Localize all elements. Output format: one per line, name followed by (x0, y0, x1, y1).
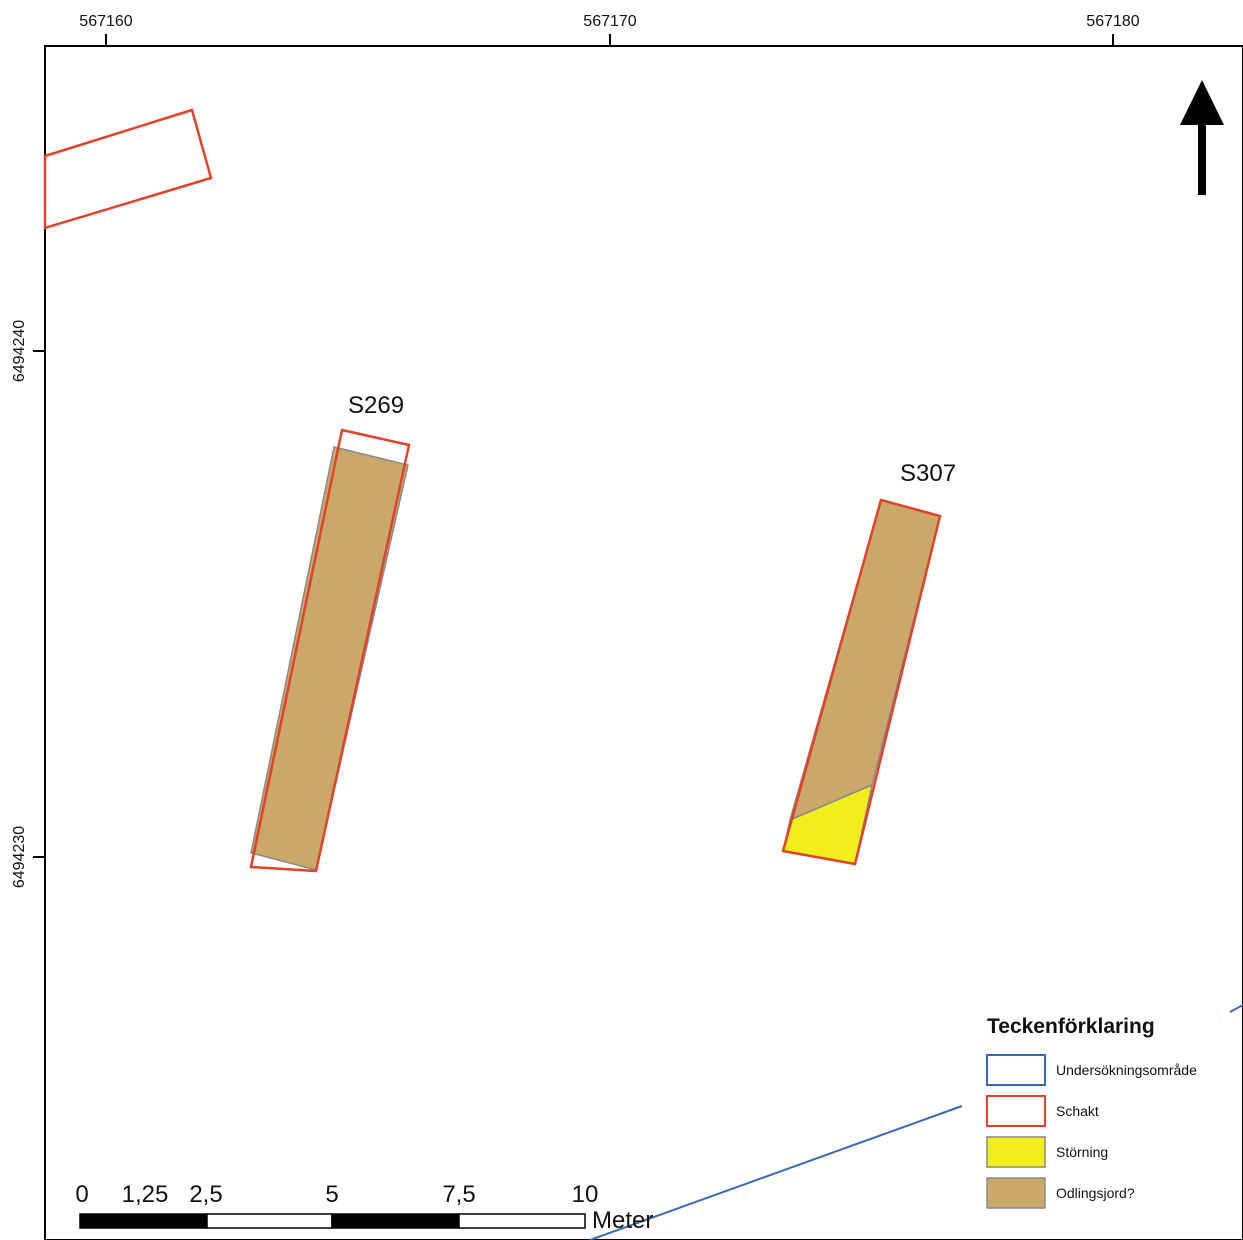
scale-unit: Meter (592, 1207, 653, 1234)
legend-label: Störning (1056, 1144, 1108, 1160)
northing-label: 6494230 (11, 826, 28, 888)
trench-s269: S269 (249, 392, 411, 873)
scale-tick-label: 5 (325, 1181, 338, 1208)
legend-swatch (986, 1095, 1046, 1127)
scale-bar: 0 1,25 2,5 5 7,5 10 Meter (75, 1181, 653, 1234)
legend-title: Teckenförklaring (987, 1015, 1155, 1038)
easting-label: 567160 (79, 13, 132, 30)
map-frame (44, 45, 1243, 1240)
easting-axis: 567160 567170 567180 (79, 13, 1140, 46)
scale-segment (79, 1213, 208, 1229)
legend-swatch (986, 1136, 1046, 1168)
scale-segment (206, 1213, 333, 1229)
survey-area-boundary (1229, 1004, 1243, 1013)
trench-s307: S307 (781, 460, 956, 866)
scale-tick-label: 10 (572, 1181, 599, 1208)
trench-outline-partial (43, 108, 213, 230)
north-arrow-icon (1180, 80, 1224, 195)
legend-swatch (986, 1054, 1046, 1086)
easting-label: 567170 (583, 13, 636, 30)
scale-tick-label: 0 (75, 1181, 88, 1208)
scale-segment (458, 1213, 586, 1229)
trench-outline (249, 428, 411, 873)
legend-label: Schakt (1056, 1103, 1099, 1119)
feature-label-s269: S269 (348, 392, 404, 419)
northing-label: 6494240 (11, 320, 28, 382)
northing-axis: 6494240 6494230 (11, 320, 45, 888)
legend-label: Odlingsjord? (1056, 1185, 1135, 1201)
feature-label-s307: S307 (900, 460, 956, 487)
trench-outline (781, 498, 942, 866)
scale-segment (331, 1213, 460, 1229)
easting-label: 567180 (1086, 13, 1139, 30)
scale-tick-label: 1,25 (122, 1181, 169, 1208)
legend-swatch (986, 1177, 1046, 1209)
legend-label: Undersökningsområde (1056, 1062, 1197, 1078)
survey-area-boundary (589, 1105, 963, 1240)
scale-tick-label: 2,5 (189, 1181, 222, 1208)
scale-tick-label: 7,5 (442, 1181, 475, 1208)
legend: Teckenförklaring Undersökningsområde Sch… (986, 1015, 1197, 1209)
